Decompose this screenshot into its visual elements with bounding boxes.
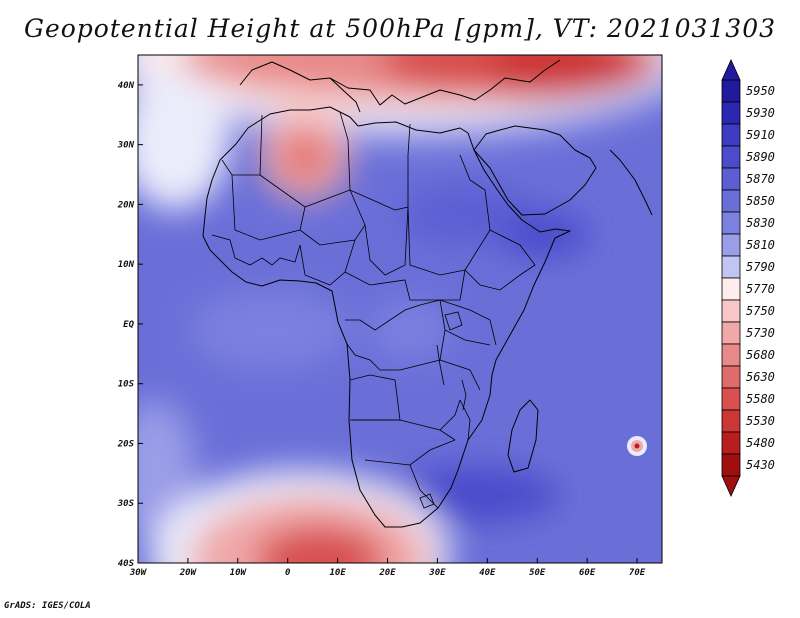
madagascar-coastline — [507, 399, 539, 473]
colorbar-level-label: 5930 — [746, 106, 775, 120]
colorbar-swatch — [721, 79, 741, 103]
lon-tick-label: 30W — [129, 568, 148, 578]
europe-coastline — [239, 59, 561, 106]
west-africa-borders — [211, 234, 301, 266]
colorbar-swatch — [721, 101, 741, 125]
lat-tick-label: 30S — [117, 499, 135, 509]
southwest-trough-core — [255, 525, 385, 563]
plot-frame — [137, 54, 663, 564]
lat-tick-label: 30N — [117, 141, 135, 151]
lon-tick-label: 40E — [479, 568, 496, 578]
lon-tick-label: 10E — [329, 568, 346, 578]
eq-weak-band — [190, 290, 350, 370]
colorbar: 5950 5930 5910 5890 5870 5850 5830 5810 5790 5770… — [721, 59, 775, 497]
colorbar-level-label: 5680 — [746, 348, 775, 362]
east-africa-borders — [439, 299, 497, 391]
colorbar-swatch — [721, 145, 741, 169]
italy-coastline — [329, 77, 361, 113]
lat-tick-label: 20S — [117, 439, 135, 449]
footer-credit: GrADS: IGES/COLA — [4, 601, 91, 611]
lat-tick-label: 40S — [118, 559, 135, 569]
algeria-border — [259, 111, 351, 208]
colorbar-swatch — [721, 123, 741, 147]
colorbar-swatch — [721, 409, 741, 433]
colorbar-level-label: 5530 — [746, 414, 775, 428]
colorbar-level-label: 5890 — [746, 150, 775, 164]
ethiopia-border — [464, 229, 536, 291]
central-africa-borders — [344, 269, 466, 301]
chad-border — [364, 206, 409, 276]
colorbar-level-label: 5910 — [746, 128, 775, 142]
southern-africa-borders — [352, 419, 456, 509]
colorbar-swatch — [721, 387, 741, 411]
lon-tick-label: 70E — [629, 568, 646, 578]
colorbar-swatch — [721, 167, 741, 191]
lake-malawi — [461, 379, 467, 411]
axis-ticks: 30W 20W 10W 0 10E 20E 30E 40E 50E 60E 70E 40N 30N 20N… — [117, 81, 646, 578]
somalia-high — [500, 213, 590, 257]
colorbar-swatch — [721, 365, 741, 389]
mali-border — [221, 159, 306, 241]
plot-title: Geopotential Height at 500hPa [gpm], VT:… — [23, 14, 777, 43]
lat-tick-label: 20N — [117, 200, 135, 210]
india-coastline — [609, 149, 653, 216]
lon-tick-label: 0 — [285, 568, 291, 578]
lat-tick-label: EQ — [123, 320, 134, 330]
colorbar-swatch — [721, 299, 741, 323]
lesotho-border — [419, 493, 435, 509]
colorbar-level-label: 5750 — [746, 304, 775, 318]
lon-tick-label: 60E — [579, 568, 596, 578]
lon-tick-label: 20E — [378, 568, 396, 578]
lat-tick-label: 10S — [118, 380, 135, 390]
country-borders — [211, 111, 536, 509]
colorbar-swatch — [721, 321, 741, 345]
colorbar-level-label: 5730 — [746, 326, 775, 340]
nigeria-border — [299, 239, 356, 286]
colorbar-level-label: 5870 — [746, 172, 775, 186]
colorbar-swatch — [721, 211, 741, 235]
colorbar-level-label: 5830 — [746, 216, 775, 230]
north-trough-core — [490, 55, 630, 95]
colorbar-level-label: 5790 — [746, 260, 775, 274]
colorbar-level-label: 5810 — [746, 238, 775, 252]
lon-tick-label: 10W — [230, 568, 248, 578]
saharan-cutoff-core — [283, 136, 327, 180]
colorbar-swatch — [721, 233, 741, 257]
colorbar-swatch — [721, 431, 741, 455]
eq-weak-band-east — [370, 300, 450, 360]
colorbar-level-label: 5480 — [746, 436, 775, 450]
lon-tick-label: 50E — [529, 568, 546, 578]
colorbar-level-label: 5950 — [746, 84, 775, 98]
sudan-border — [407, 154, 491, 276]
lake-victoria — [444, 311, 463, 331]
colorbar-swatch — [721, 255, 741, 279]
colorbar-level-label: 5430 — [746, 458, 775, 472]
colorbar-level-label: 5580 — [746, 392, 775, 406]
colorbar-level-label: 5630 — [746, 370, 775, 384]
indian-ocean-vortex-core — [634, 443, 640, 449]
colorbar-max-arrow — [721, 59, 741, 81]
colorbar-level-label: 5770 — [746, 282, 775, 296]
colorbar-min-arrow — [721, 475, 741, 497]
lat-tick-label: 40N — [118, 81, 135, 91]
arabia-coastline — [473, 125, 597, 216]
colorbar-level-label: 5850 — [746, 194, 775, 208]
lon-tick-label: 20W — [179, 568, 198, 578]
atlantic-ridge-west — [138, 70, 230, 210]
lat-tick-label: 10N — [118, 260, 135, 270]
lon-tick-label: 30E — [428, 568, 446, 578]
colorbar-swatch — [721, 189, 741, 213]
colorbar-swatch — [721, 453, 741, 477]
colorbar-swatch — [721, 277, 741, 301]
geopotential-field — [138, 55, 662, 563]
lake-tanganyika — [436, 344, 445, 386]
colorbar-swatch — [721, 343, 741, 367]
